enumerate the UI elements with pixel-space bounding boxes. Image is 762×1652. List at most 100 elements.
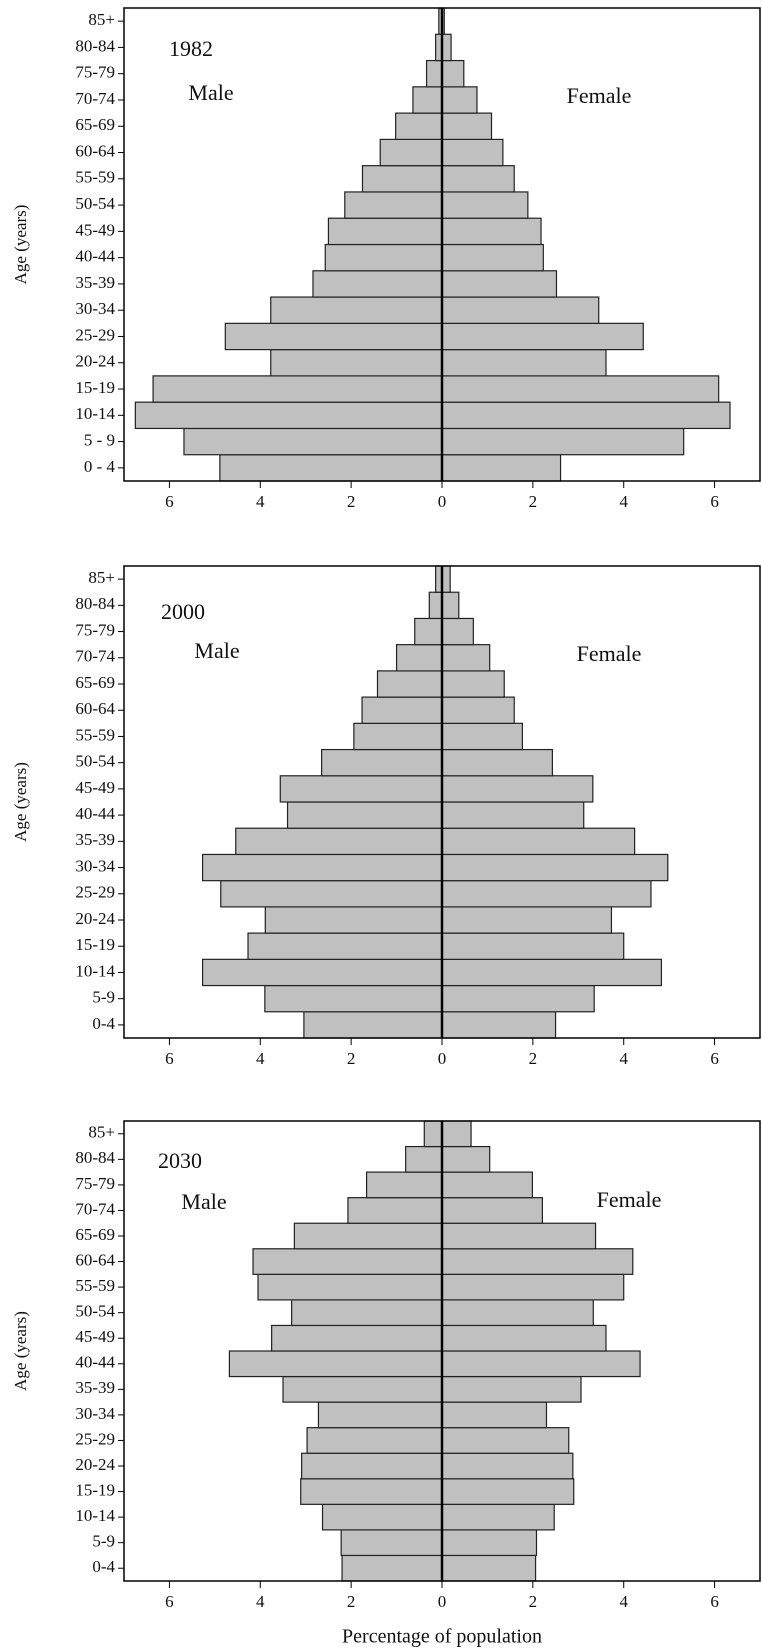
x-tick-label: 4 [256, 1592, 265, 1611]
bar [441, 427, 685, 456]
y-tick-label: 60-64 [75, 699, 115, 718]
y-tick-label: 25-29 [75, 1429, 115, 1448]
bar [201, 853, 443, 882]
bar [441, 932, 625, 960]
bar [441, 191, 529, 219]
y-tick-label: 30-34 [75, 856, 115, 875]
bar [252, 1248, 443, 1275]
panel-title: 2000 [161, 599, 205, 624]
bar [247, 932, 443, 960]
bar [441, 1503, 555, 1531]
bar [293, 1222, 443, 1250]
y-tick-label: 15-19 [75, 378, 115, 397]
x-tick-label: 6 [710, 1049, 719, 1068]
y-tick-label: 35-39 [75, 830, 115, 849]
bar [441, 1478, 575, 1505]
y-tick-label: 10-14 [75, 404, 115, 423]
bar [301, 1452, 443, 1480]
y-tick-label: 0-4 [92, 1014, 115, 1033]
series-label: Female [577, 641, 642, 666]
y-axis-label: Age (years) [11, 1311, 30, 1391]
bar [412, 86, 443, 114]
bar [201, 958, 443, 987]
y-tick-label: 5-9 [92, 1532, 115, 1551]
panel: 0-4 5-9 10-14 15-19 20-24 25-29 30-34 35-39 40-4… [11, 1120, 761, 1648]
x-tick-label: 4 [619, 492, 628, 511]
bar [441, 165, 515, 193]
bar [441, 243, 544, 272]
y-tick-label: 55-59 [75, 725, 115, 744]
bar [441, 1299, 594, 1327]
bar [300, 1478, 443, 1505]
x-tick-label: 6 [165, 1592, 174, 1611]
y-tick-label: 45-49 [75, 220, 115, 239]
bar [344, 191, 443, 219]
x-tick-label: 2 [529, 1592, 538, 1611]
bar [441, 644, 491, 672]
y-tick-label: 65-69 [75, 673, 115, 692]
bar [134, 401, 443, 430]
series-label: Male [188, 80, 233, 105]
y-tick-label: 55-59 [75, 168, 115, 187]
bar [441, 1120, 472, 1148]
bar [257, 1273, 443, 1301]
bar [441, 296, 600, 324]
bar [441, 880, 652, 908]
bar [441, 1248, 634, 1275]
bar [441, 1554, 537, 1582]
bar [441, 1222, 597, 1250]
x-tick-label: 4 [256, 1049, 265, 1068]
bar [270, 296, 443, 324]
bar [441, 138, 504, 167]
bar [441, 1145, 491, 1173]
y-tick-label: 60-64 [75, 1250, 115, 1269]
x-tick-label: 2 [347, 1049, 356, 1068]
bar [286, 801, 443, 829]
bar [341, 1554, 443, 1582]
x-tick-label: 2 [529, 492, 538, 511]
x-tick-label: 0 [438, 1049, 447, 1068]
bar [312, 270, 443, 298]
bar [441, 217, 542, 246]
bar [282, 1375, 443, 1403]
y-tick-label: 25-29 [75, 883, 115, 902]
y-tick-label: 20-24 [75, 352, 115, 371]
bar [361, 165, 443, 193]
bar [441, 984, 595, 1013]
bar [347, 1197, 443, 1224]
bar [441, 401, 731, 430]
y-tick-label: 30-34 [75, 1404, 115, 1423]
bar [405, 1145, 443, 1173]
bar [441, 1273, 625, 1301]
series-label: Male [181, 1189, 226, 1214]
bar [228, 1350, 443, 1378]
bar [441, 722, 524, 751]
bar [321, 748, 443, 777]
bar [441, 775, 594, 803]
panel: 0 - 4 5 - 9 10-14 15-19 20-24 25-29 30-34 35-39… [11, 7, 761, 511]
y-tick-label: 70-74 [75, 1199, 115, 1218]
x-tick-label: 6 [710, 1592, 719, 1611]
y-tick-label: 55-59 [75, 1276, 115, 1295]
bar [441, 617, 474, 646]
bar [235, 827, 443, 856]
y-tick-label: 85+ [88, 1123, 115, 1142]
bar [423, 1120, 443, 1148]
bar [441, 112, 493, 140]
y-tick-label: 10-14 [75, 1506, 115, 1525]
x-tick-label: 6 [710, 492, 719, 511]
x-tick-label: 4 [619, 1592, 628, 1611]
x-tick-label: 6 [165, 492, 174, 511]
series-label: Female [597, 1187, 662, 1212]
x-tick-label: 6 [165, 1049, 174, 1068]
bar [264, 906, 443, 934]
series-label: Female [567, 83, 632, 108]
bar [183, 427, 443, 456]
x-tick-label: 0 [438, 1592, 447, 1611]
bar [441, 349, 607, 377]
bar [441, 1324, 607, 1352]
x-tick-label: 0 [438, 492, 447, 511]
bar [441, 906, 613, 934]
bar [441, 1452, 574, 1480]
